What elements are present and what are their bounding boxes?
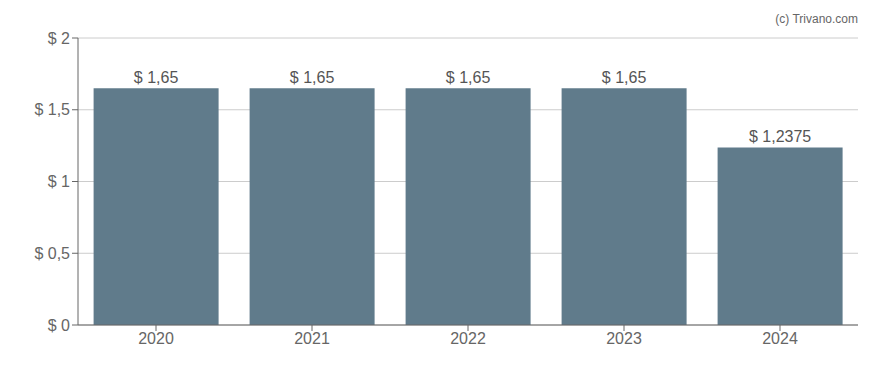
svg-text:$ 1,65: $ 1,65 bbox=[134, 69, 179, 86]
svg-text:$ 2: $ 2 bbox=[48, 30, 70, 47]
svg-text:$ 1,65: $ 1,65 bbox=[602, 69, 647, 86]
svg-text:2020: 2020 bbox=[138, 330, 174, 347]
svg-text:$ 1,2375: $ 1,2375 bbox=[749, 128, 811, 145]
html-text:(c) Trivano.com: (c) Trivano.com bbox=[775, 12, 858, 26]
svg-text:$ 1,65: $ 1,65 bbox=[290, 69, 335, 86]
svg-text:2023: 2023 bbox=[606, 330, 642, 347]
svg-text:$ 0,5: $ 0,5 bbox=[34, 245, 70, 262]
svg-text:$ 0: $ 0 bbox=[48, 317, 70, 334]
svg-text:2021: 2021 bbox=[294, 330, 330, 347]
svg-text:$ 1,5: $ 1,5 bbox=[34, 101, 70, 118]
svg-text:$ 1,65: $ 1,65 bbox=[446, 69, 491, 86]
svg-text:2022: 2022 bbox=[450, 330, 486, 347]
svg-text:$ 1: $ 1 bbox=[48, 173, 70, 190]
svg-text:2024: 2024 bbox=[762, 330, 798, 347]
